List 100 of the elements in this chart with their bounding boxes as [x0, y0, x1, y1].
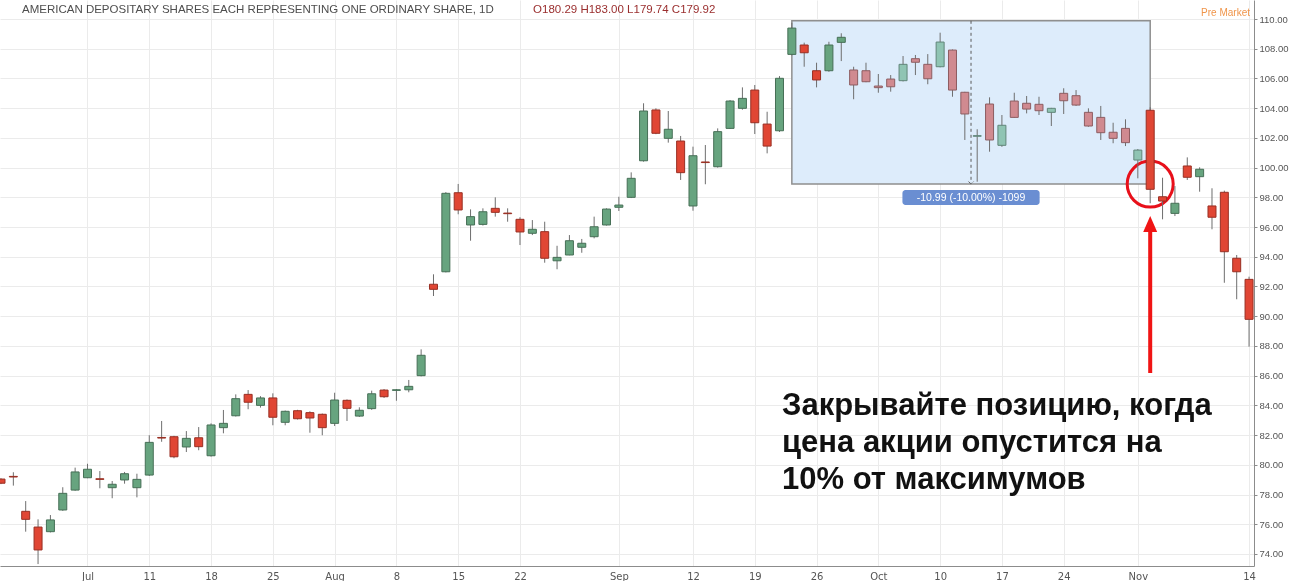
x-tick-label: 14 — [1243, 570, 1256, 581]
candlestick — [268, 392, 278, 426]
candlestick — [416, 348, 426, 377]
candlestick — [58, 486, 68, 512]
y-tick-label: 78.00 — [1259, 489, 1284, 501]
y-tick-label: 98.00 — [1259, 191, 1284, 203]
candlestick — [330, 392, 340, 427]
candlestick — [1096, 105, 1106, 141]
candlestick — [997, 114, 1007, 148]
x-tick-label: 19 — [748, 570, 762, 581]
candlestick — [218, 409, 228, 434]
candlestick — [305, 410, 315, 434]
y-tick-label: 76.00 — [1259, 518, 1284, 530]
candlestick — [762, 111, 772, 154]
candlestick — [910, 54, 920, 76]
candlestick — [70, 467, 80, 492]
y-tick-label: 74.00 — [1259, 548, 1284, 560]
y-tick-label: 96.00 — [1259, 221, 1284, 233]
x-tick-label: Nov — [1128, 570, 1149, 581]
x-tick-label: 11 — [143, 570, 157, 581]
candlestick — [503, 207, 513, 223]
candlestick — [589, 216, 599, 239]
chart-subtitle: O180.29 H183.00 L179.74 C179.92 — [533, 3, 716, 15]
candlestick — [972, 128, 982, 183]
candlestick — [564, 234, 574, 256]
y-tick-label: 80.00 — [1259, 459, 1284, 471]
x-tick-label: 12 — [687, 570, 700, 581]
x-tick-label: 15 — [452, 570, 466, 581]
x-tick-label: Jul — [80, 570, 95, 581]
y-tick-label: 110.00 — [1259, 13, 1288, 25]
candlestick — [243, 389, 253, 410]
y-tick-label: 86.00 — [1259, 370, 1284, 382]
candlestick — [799, 42, 809, 68]
candlestick — [515, 216, 525, 246]
candlestick — [836, 32, 846, 62]
candlestick — [626, 171, 636, 199]
x-tick-label: 18 — [205, 570, 218, 581]
annotation: Закрывайте позицию, когда цена акции опустится на 10% от максимумов — [782, 387, 1213, 496]
candlestick — [1158, 177, 1168, 220]
candlestick — [651, 107, 661, 135]
y-tick-label: 90.00 — [1259, 310, 1284, 322]
x-tick-label: Sep — [609, 570, 629, 581]
y-tick-label: 88.00 — [1259, 340, 1284, 352]
candlestick — [737, 86, 747, 111]
y-tick-label: 102.00 — [1259, 132, 1289, 144]
candlestick — [181, 430, 191, 453]
candlestick — [873, 73, 883, 94]
x-tick-label: Aug — [325, 570, 345, 581]
candlestick — [1232, 254, 1242, 300]
candlestick — [1182, 156, 1192, 181]
candlestick — [1083, 107, 1093, 128]
annotation: Pre Market — [1201, 7, 1251, 18]
candlestick — [663, 110, 673, 144]
chart-title: AMERICAN DEPOSITARY SHARES EACH REPRESENTING ONE ORDINARY SHARE, 1D — [22, 3, 494, 15]
candlestick — [466, 208, 476, 242]
x-tick-label: 25 — [266, 570, 280, 581]
candlestick — [700, 144, 710, 185]
candlestick — [552, 245, 562, 270]
candlestick — [1207, 187, 1217, 230]
x-tick-label: 10 — [934, 570, 947, 581]
candlestick — [132, 473, 142, 498]
candlestick — [1009, 92, 1019, 119]
candlestick — [1108, 122, 1118, 144]
candlestick — [33, 518, 43, 565]
y-tick-label: 92.00 — [1259, 280, 1284, 292]
candlestick — [849, 66, 859, 100]
y-tick-label: 84.00 — [1259, 399, 1284, 411]
candlestick — [923, 53, 933, 85]
x-tick-label: 24 — [1057, 570, 1071, 581]
candlestick — [342, 398, 352, 422]
candlestick — [8, 471, 18, 487]
y-tick-label: 108.00 — [1259, 43, 1289, 55]
candlestick — [1034, 96, 1044, 116]
band-label: -10.99 (-10.00%) -1099 — [916, 190, 1026, 203]
x-tick-label: 17 — [996, 570, 1009, 581]
x-tick-label: 22 — [514, 570, 527, 581]
candlestick — [1133, 148, 1143, 179]
candlestick — [157, 420, 167, 443]
candlestick — [960, 91, 970, 141]
candlestick — [1120, 118, 1130, 147]
y-tick-label: 100.00 — [1259, 162, 1289, 174]
y-tick-label: 106.00 — [1259, 72, 1289, 84]
candlestick — [428, 273, 438, 297]
x-tick-label: 8 — [393, 570, 401, 581]
x-tick-label: Oct — [870, 570, 888, 581]
candlestick — [1170, 185, 1180, 217]
candlestick — [231, 393, 241, 418]
candlestick — [812, 62, 822, 88]
y-tick-label: 104.00 — [1259, 102, 1289, 114]
candlestick — [490, 196, 500, 218]
candlestick — [194, 426, 204, 451]
candlestick — [898, 55, 908, 82]
candlestick — [367, 390, 377, 411]
candlestick — [453, 183, 463, 215]
candlestick — [1059, 87, 1069, 115]
x-tick-label: 26 — [810, 570, 824, 581]
y-tick-label: 94.00 — [1259, 251, 1284, 263]
candlestick — [21, 500, 31, 533]
candlestick — [1195, 166, 1205, 193]
y-tick-label: 82.00 — [1259, 429, 1284, 441]
